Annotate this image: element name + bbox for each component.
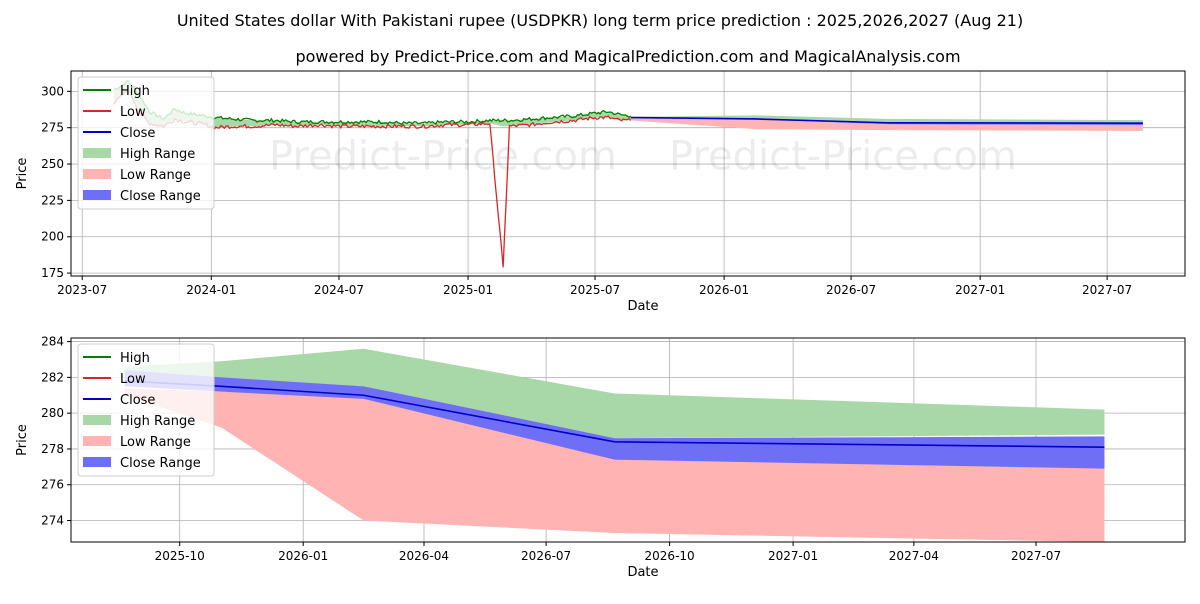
- y-axis-label: Price: [15, 158, 30, 190]
- y-axis-label: Price: [15, 424, 30, 456]
- chart-title: United States dollar With Pakistani rupe…: [177, 11, 1023, 30]
- high-range-band: [124, 348, 1105, 439]
- x-tick-label: 2027-01: [768, 549, 818, 563]
- legend-swatch: [83, 169, 111, 179]
- legend-swatch: [83, 457, 111, 467]
- x-tick-label: 2027-07: [1082, 283, 1132, 297]
- y-tick-label: 225: [41, 193, 64, 207]
- y-tick-label: 250: [41, 157, 64, 171]
- y-tick-label: 282: [41, 370, 64, 384]
- watermark-text: Predict-Price.com: [269, 133, 617, 179]
- low-range-band: [630, 117, 1143, 131]
- x-tick-label: 2026-01: [278, 549, 328, 563]
- x-tick-label: 2027-01: [955, 283, 1005, 297]
- x-tick-label: 2026-04: [399, 549, 449, 563]
- legend-label: Low: [120, 105, 146, 120]
- y-tick-label: 275: [41, 121, 64, 135]
- legend-swatch: [83, 148, 111, 158]
- plot-frame: [70, 70, 1186, 277]
- y-tick-label: 284: [41, 335, 64, 349]
- x-tick-label: 2026-01: [699, 283, 749, 297]
- legend-label: Low: [120, 372, 146, 387]
- x-tick-label: 2027-07: [1011, 549, 1061, 563]
- y-tick-label: 280: [41, 406, 64, 420]
- plot-frame: [70, 337, 1186, 543]
- legend-box: [77, 343, 215, 477]
- legend-swatch: [83, 415, 111, 425]
- legend-swatch: [83, 190, 111, 200]
- x-tick-label: 2025-01: [443, 283, 493, 297]
- x-tick-label: 2024-07: [314, 283, 364, 297]
- legend-label: High: [120, 351, 150, 366]
- legend-box: [77, 76, 215, 210]
- y-tick-label: 200: [41, 230, 64, 244]
- x-tick-label: 2024-01: [186, 283, 236, 297]
- watermark-text: Predict-Price.com: [669, 133, 1017, 179]
- high-range-band: [630, 115, 1143, 123]
- chart-subtitle: powered by Predict-Price.com and Magical…: [295, 47, 960, 66]
- legend-label: Close Range: [120, 189, 201, 204]
- legend-label: Close Range: [120, 456, 201, 471]
- x-tick-label: 2026-07: [826, 283, 876, 297]
- x-tick-label: 2027-04: [889, 549, 939, 563]
- x-axis-label: Date: [627, 565, 658, 580]
- low-range-band: [124, 388, 1105, 542]
- x-tick-label: 2026-07: [521, 549, 571, 563]
- legend-label: Low Range: [120, 168, 191, 183]
- legend-swatch: [83, 436, 111, 446]
- y-tick-label: 274: [41, 514, 64, 528]
- y-tick-label: 276: [41, 478, 64, 492]
- top-chart-panel: Predict-Price.com Predict-Price.com 175 200…: [15, 70, 1186, 314]
- bottom-chart-panel: Predict-Price.comPredict-Price.com274276…: [15, 335, 1186, 580]
- y-tick-label: 175: [41, 266, 64, 280]
- x-tick-label: 2026-10: [645, 549, 695, 563]
- legend-label: High Range: [120, 147, 195, 162]
- x-tick-label: 2025-10: [155, 549, 205, 563]
- x-tick-label: 2023-07: [57, 283, 107, 297]
- y-tick-label: 278: [41, 442, 64, 456]
- legend-label: Close: [120, 393, 155, 408]
- legend-label: Close: [120, 126, 155, 141]
- x-axis-label: Date: [627, 299, 658, 314]
- legend-label: High Range: [120, 414, 195, 429]
- legend-label: High: [120, 84, 150, 99]
- close-forecast-line: [630, 116, 1143, 124]
- y-tick-label: 300: [41, 84, 64, 98]
- x-tick-label: 2025-07: [570, 283, 620, 297]
- legend-label: Low Range: [120, 435, 191, 450]
